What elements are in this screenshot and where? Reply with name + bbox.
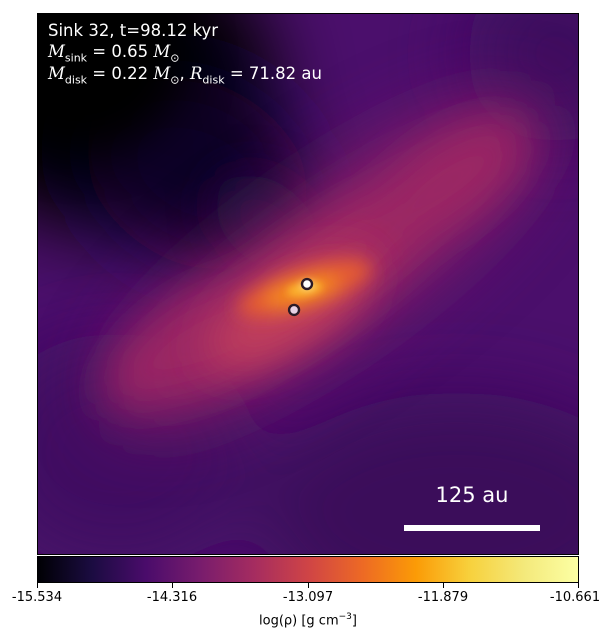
colorbar-tick-1 (172, 583, 173, 588)
density-map-image (38, 14, 578, 554)
colorbar-tick-0 (37, 583, 38, 588)
scale-bar-label: 125 au (435, 483, 509, 507)
colorbar-tick-label-4: -10.661 (549, 590, 601, 605)
colorbar-label: log(ρ) [g cm−3] (259, 612, 357, 629)
sink-time-label: Sink 32, t=98.12 kyr (48, 21, 219, 40)
colorbar-tick-label-0: -15.534 (11, 590, 63, 605)
density-map-panel: Sink 32, t=98.12 kyr Msink = 0.65 M⊙ Mdi… (37, 13, 579, 555)
sink-primary-marker (300, 277, 314, 291)
colorbar-tick-label-3: -11.879 (417, 590, 469, 605)
colorbar-tick-2 (308, 583, 309, 588)
disk-properties-label: Mdisk = 0.22 M⊙, Rdisk = 71.82 au (48, 64, 322, 87)
colorbar-tick-3 (443, 583, 444, 588)
colorbar (37, 556, 579, 583)
colorbar-tick-label-1: -14.316 (146, 590, 198, 605)
sink-companion-marker (287, 303, 301, 317)
scale-bar (404, 525, 540, 531)
colorbar-tick-label-2: -13.097 (282, 590, 334, 605)
sink-mass-label: Msink = 0.65 M⊙ (48, 42, 180, 65)
colorbar-tick-4 (578, 583, 579, 588)
